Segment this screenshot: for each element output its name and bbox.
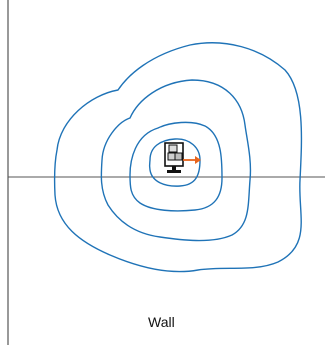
contour-third	[129, 121, 223, 212]
contour-inner	[148, 138, 201, 187]
contour-second	[100, 79, 252, 242]
server-robot-icon	[164, 142, 184, 173]
arrow-right-icon	[183, 156, 201, 164]
contour-outer	[53, 42, 303, 273]
wall-label: Wall	[148, 314, 175, 330]
